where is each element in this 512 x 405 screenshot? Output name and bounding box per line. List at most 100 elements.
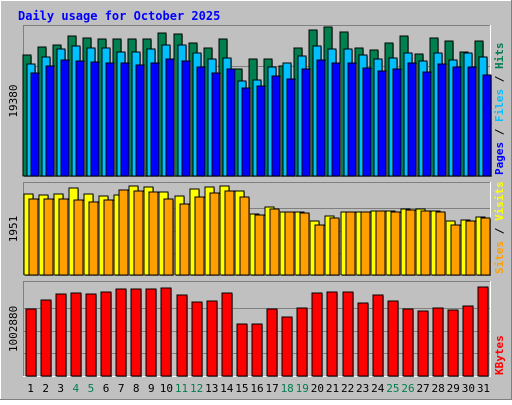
bar-sites-day-19: [299, 212, 310, 276]
series-pages: [30, 58, 492, 177]
bar-kbytes-day-1: [25, 308, 37, 377]
bar-kbytes-day-5: [85, 293, 97, 377]
x-tick-label: 20: [311, 382, 324, 395]
x-tick-label: 11: [175, 382, 188, 395]
bar-pages-day-4: [75, 60, 85, 177]
panel-max-label: 1951: [7, 216, 20, 243]
panel-legend: Pages / Files / Hits: [493, 43, 506, 176]
bar-kbytes-day-19: [296, 307, 308, 377]
x-tick-label: 23: [356, 382, 369, 395]
panel-max-label: 1002880: [7, 306, 20, 352]
bar-sites-day-11: [179, 203, 190, 276]
x-tick-label: 1: [27, 382, 34, 395]
bar-kbytes-day-30: [462, 305, 474, 377]
bar-kbytes-day-26: [402, 308, 414, 377]
bar-pages-day-16: [256, 85, 266, 177]
x-tick-label: 31: [477, 382, 490, 395]
chart-panels: 19380 Pages / Files / Hits 1951 Sites / Vis…: [7, 25, 506, 377]
bar-sites-day-26: [405, 209, 416, 276]
legend-separator: /: [493, 69, 506, 89]
bar-sites-day-5: [88, 201, 99, 276]
bar-sites-day-20: [314, 224, 325, 276]
bar-pages-day-8: [135, 64, 145, 177]
x-tick-label: 8: [133, 382, 140, 395]
bar-sites-day-10: [163, 198, 174, 276]
bar-pages-day-26: [407, 62, 417, 177]
x-tick-label: 5: [88, 382, 95, 395]
bar-sites-day-27: [420, 210, 431, 276]
bar-pages-day-15: [241, 87, 251, 177]
bar-kbytes-day-22: [342, 291, 354, 377]
bar-pages-day-24: [377, 70, 387, 177]
bar-kbytes-day-17: [266, 308, 278, 377]
x-tick-label: 9: [148, 382, 155, 395]
bar-pages-day-20: [316, 59, 326, 177]
bar-kbytes-day-12: [191, 301, 203, 377]
bar-sites-day-6: [103, 199, 114, 276]
x-tick-label: 18: [281, 382, 294, 395]
x-tick-label: 17: [265, 382, 278, 395]
bar-kbytes-day-25: [387, 300, 399, 377]
bar-pages-day-28: [437, 63, 447, 177]
bar-kbytes-day-11: [176, 294, 188, 377]
bar-sites-day-17: [269, 208, 280, 276]
legend-hits: Hits: [493, 43, 506, 70]
x-tick-label: 30: [462, 382, 475, 395]
bar-sites-day-9: [148, 191, 159, 276]
bar-sites-day-16: [254, 214, 265, 276]
x-tick-label: 12: [190, 382, 203, 395]
bar-pages-day-21: [331, 62, 341, 177]
x-tick-label: 27: [416, 382, 429, 395]
legend-kbytes: KBytes: [493, 335, 506, 375]
bar-pages-day-19: [301, 68, 311, 177]
bar-pages-day-14: [226, 68, 236, 177]
bar-sites-day-23: [360, 211, 371, 276]
bar-kbytes-day-20: [311, 292, 323, 377]
bar-pages-day-17: [271, 75, 281, 177]
x-tick-label: 6: [103, 382, 110, 395]
bar-pages-day-22: [347, 62, 357, 177]
legend-separator: /: [493, 221, 506, 241]
bar-kbytes-day-23: [357, 302, 369, 377]
legend-files: Files: [493, 89, 506, 122]
bar-sites-day-18: [284, 211, 295, 276]
bar-pages-day-6: [105, 62, 115, 177]
panel-legend: Sites / Visits: [493, 181, 506, 274]
bar-pages-day-31: [482, 74, 492, 177]
bar-pages-day-1: [30, 72, 40, 177]
panel-kbytes: 1002880 KBytes: [7, 281, 506, 377]
x-tick-label: 29: [447, 382, 460, 395]
bar-pages-day-27: [422, 71, 432, 177]
bar-pages-day-12: [196, 66, 206, 177]
panel-max-label: 19380: [7, 84, 20, 117]
bar-sites-day-1: [28, 198, 39, 276]
bar-sites-day-28: [435, 211, 446, 276]
bar-pages-day-9: [150, 62, 160, 177]
bar-sites-day-25: [390, 211, 401, 276]
bar-pages-day-10: [165, 58, 175, 177]
bar-sites-day-14: [224, 190, 235, 276]
legend-pages: Pages: [493, 142, 506, 175]
bar-sites-day-8: [133, 190, 144, 276]
bar-kbytes-day-28: [432, 307, 444, 377]
x-tick-label: 2: [42, 382, 49, 395]
x-tick-label: 22: [341, 382, 354, 395]
bar-pages-day-30: [467, 66, 477, 177]
x-axis-tick-labels: 1 2 3 4 5 6 7 8 9 10 11 12 13 14 15 16 17 18 19 20 21 22 23 24 2…: [27, 382, 490, 395]
x-tick-label: 10: [160, 382, 173, 395]
bar-sites-day-21: [329, 217, 340, 276]
x-tick-label: 28: [432, 382, 445, 395]
legend-visits: Visits: [493, 181, 506, 221]
panel-sites-visits: 1951 Sites / Visits: [7, 181, 506, 276]
bar-kbytes-day-21: [326, 291, 338, 377]
x-tick-label: 16: [250, 382, 263, 395]
bar-kbytes-day-4: [70, 292, 82, 377]
x-tick-label: 19: [296, 382, 309, 395]
bar-kbytes-day-8: [130, 288, 142, 377]
bar-sites-day-15: [239, 196, 250, 276]
bar-pages-day-7: [120, 62, 130, 177]
x-tick-label: 21: [326, 382, 339, 395]
bar-sites-day-30: [465, 220, 476, 276]
